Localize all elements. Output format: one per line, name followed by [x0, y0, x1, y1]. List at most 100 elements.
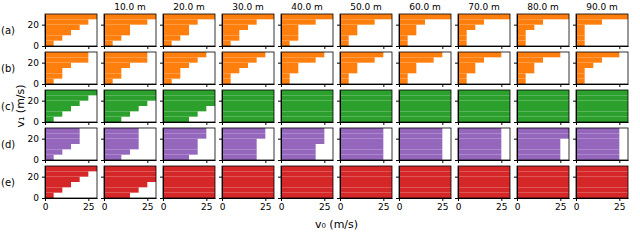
bar [458, 182, 510, 187]
bar [458, 149, 501, 154]
tick-mark [206, 84, 207, 87]
bar [222, 95, 274, 100]
row-label: (b) [1, 63, 15, 74]
bar [458, 117, 510, 122]
bar [340, 187, 392, 192]
column-title: 80.0 m [527, 2, 559, 12]
tick [619, 84, 620, 87]
frame [576, 90, 628, 122]
panel [160, 52, 216, 87]
bar [458, 95, 510, 100]
bar [281, 63, 298, 68]
bar [517, 79, 526, 84]
bar [163, 106, 206, 111]
tick-mark [560, 160, 561, 163]
tick [101, 25, 104, 26]
y-axis [160, 53, 164, 85]
tick-label: 20 [28, 134, 40, 144]
marks [576, 52, 619, 84]
bar [340, 35, 349, 40]
marks [163, 90, 215, 122]
tick: 25 [319, 198, 330, 212]
bar [163, 187, 215, 192]
bar [45, 79, 54, 84]
panel [514, 128, 570, 163]
marks [340, 52, 383, 84]
bar [104, 101, 147, 106]
marks [281, 128, 324, 160]
frame [340, 14, 392, 46]
bar [104, 133, 139, 138]
axis-line [45, 167, 46, 199]
bar [576, 155, 619, 160]
bar [281, 106, 333, 111]
tick-mark [337, 177, 340, 178]
bar [458, 14, 510, 19]
axis-line [458, 167, 459, 199]
bar [45, 35, 62, 40]
tick [101, 63, 104, 64]
bar [399, 35, 408, 40]
bar [104, 19, 147, 24]
y-axis [219, 167, 223, 199]
tick-mark [455, 177, 458, 178]
bar [458, 111, 510, 116]
tick-mark [514, 63, 517, 64]
bar [222, 193, 274, 198]
bar [104, 166, 156, 171]
tick [88, 160, 89, 163]
tick [337, 139, 340, 140]
bar [340, 52, 383, 57]
panel [160, 90, 216, 125]
bar [399, 90, 451, 95]
tick [206, 122, 207, 125]
tick [101, 198, 104, 199]
tick [514, 122, 517, 123]
bar [458, 52, 501, 57]
tick [514, 84, 517, 85]
frame [399, 128, 451, 160]
tick-mark [147, 122, 148, 125]
axis-line [282, 160, 334, 161]
axis-line [400, 122, 452, 123]
marks [340, 166, 392, 198]
bar [458, 101, 510, 106]
axis-line [459, 46, 511, 47]
y-axis: 020 [28, 53, 46, 90]
tick [501, 160, 502, 163]
bar [163, 111, 198, 116]
bar [399, 106, 451, 111]
x-axis [282, 160, 334, 163]
tick-mark [396, 177, 399, 178]
bar [340, 182, 392, 187]
bar [340, 79, 349, 84]
tick [573, 122, 576, 123]
tick-mark [337, 198, 340, 199]
x-axis [459, 46, 511, 49]
tick [383, 46, 384, 49]
marks [104, 90, 156, 122]
tick [455, 25, 458, 26]
x-axis: 025 [456, 198, 511, 212]
tick-mark [455, 101, 458, 102]
marks [458, 14, 510, 46]
axis-line [222, 53, 223, 85]
tick-mark [514, 160, 517, 161]
axis-line [282, 122, 334, 123]
bar [576, 166, 628, 171]
y-axis [337, 129, 341, 161]
bar [222, 155, 257, 160]
axis-line [517, 167, 518, 199]
tick-mark [337, 122, 340, 123]
axis-line [222, 15, 223, 47]
panel [337, 128, 393, 163]
frame [458, 128, 510, 160]
frame [517, 90, 569, 122]
bar [399, 171, 451, 176]
tick [501, 46, 502, 49]
tick [147, 46, 148, 49]
tick-mark [455, 25, 458, 26]
bar [399, 14, 451, 19]
tick-mark [514, 122, 517, 123]
tick [206, 84, 207, 87]
